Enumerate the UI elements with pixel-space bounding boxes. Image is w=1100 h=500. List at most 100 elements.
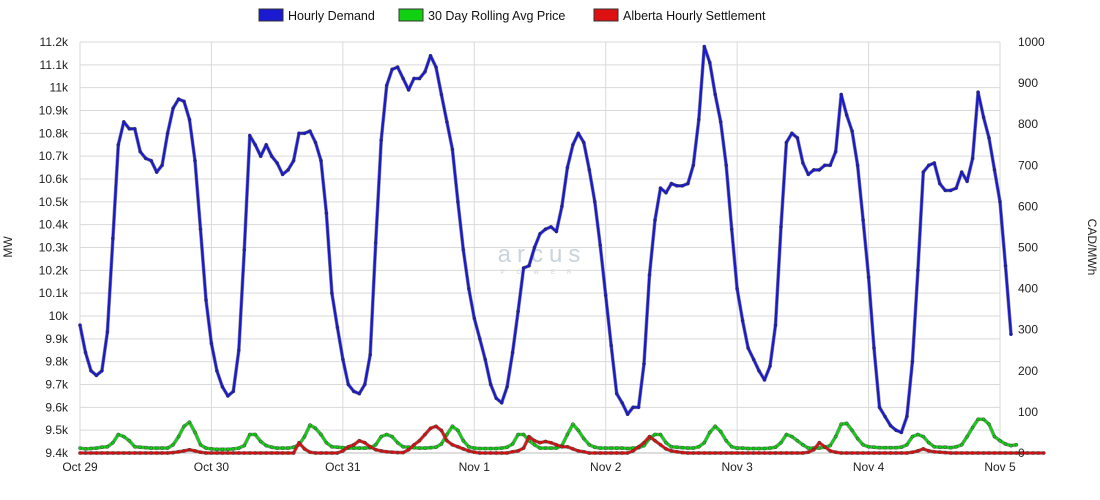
data-point[interactable] (565, 444, 570, 449)
data-point[interactable] (116, 432, 121, 437)
data-point[interactable] (724, 163, 729, 168)
data-point[interactable] (379, 449, 384, 453)
data-point[interactable] (434, 424, 438, 429)
data-point[interactable] (543, 227, 548, 231)
data-point[interactable] (94, 451, 99, 455)
data-point[interactable] (499, 446, 504, 450)
data-point[interactable] (258, 439, 263, 444)
data-point[interactable] (609, 446, 614, 450)
data-point[interactable] (182, 99, 186, 104)
data-point[interactable] (844, 113, 849, 117)
data-point[interactable] (899, 445, 904, 450)
data-point[interactable] (593, 451, 597, 455)
data-point[interactable] (713, 451, 718, 455)
data-point[interactable] (434, 65, 438, 69)
legend[interactable]: Hourly Demand 30 Day Rolling Avg Price Alb… (258, 8, 766, 23)
data-point[interactable] (959, 442, 964, 447)
data-point[interactable] (527, 434, 531, 439)
data-point[interactable] (877, 451, 882, 455)
data-point[interactable] (801, 161, 805, 165)
data-point[interactable] (560, 444, 564, 449)
data-point[interactable] (127, 438, 132, 443)
data-point[interactable] (718, 120, 723, 124)
data-point[interactable] (264, 451, 269, 455)
legend-item-alberta-hourly-settlement[interactable]: Alberta Hourly Settlement (593, 8, 766, 23)
data-point[interactable] (215, 447, 219, 452)
data-point[interactable] (735, 451, 739, 455)
data-point[interactable] (965, 451, 969, 455)
data-point[interactable] (839, 451, 844, 455)
data-point[interactable] (910, 434, 915, 439)
data-point[interactable] (1014, 442, 1019, 447)
data-point[interactable] (647, 273, 652, 277)
data-point[interactable] (220, 451, 225, 455)
data-point[interactable] (576, 449, 581, 453)
data-point[interactable] (795, 451, 800, 455)
data-point[interactable] (697, 117, 701, 122)
data-point[interactable] (823, 163, 827, 168)
data-point[interactable] (894, 451, 898, 455)
series-30-day-rolling-avg-price[interactable] (78, 417, 1019, 452)
data-point[interactable] (658, 432, 663, 437)
data-point[interactable] (330, 444, 334, 449)
data-point[interactable] (538, 231, 542, 236)
data-point[interactable] (680, 450, 685, 455)
data-point[interactable] (877, 405, 882, 410)
data-point[interactable] (571, 142, 575, 147)
data-point[interactable] (149, 158, 153, 163)
data-point[interactable] (236, 451, 241, 455)
data-point[interactable] (806, 446, 811, 450)
data-point[interactable] (466, 444, 471, 449)
data-point[interactable] (790, 434, 794, 439)
data-point[interactable] (384, 432, 389, 437)
data-point[interactable] (362, 446, 367, 450)
data-point[interactable] (127, 451, 132, 455)
data-point[interactable] (609, 451, 614, 455)
data-point[interactable] (226, 394, 230, 398)
data-point[interactable] (390, 450, 394, 455)
data-point[interactable] (598, 451, 603, 455)
data-point[interactable] (631, 405, 635, 410)
data-point[interactable] (280, 172, 285, 177)
data-point[interactable] (981, 417, 986, 422)
data-point[interactable] (582, 436, 586, 441)
data-point[interactable] (417, 438, 422, 443)
data-point[interactable] (757, 368, 761, 373)
data-point[interactable] (735, 446, 739, 450)
data-point[interactable] (773, 323, 778, 327)
data-point[interactable] (209, 447, 214, 451)
data-point[interactable] (784, 140, 789, 145)
data-point[interactable] (494, 451, 499, 455)
data-point[interactable] (943, 450, 948, 455)
data-point[interactable] (948, 188, 953, 193)
data-point[interactable] (160, 446, 164, 450)
data-point[interactable] (116, 142, 121, 147)
data-point[interactable] (724, 451, 729, 455)
data-point[interactable] (477, 336, 482, 341)
data-point[interactable] (341, 449, 345, 453)
data-point[interactable] (614, 451, 619, 455)
data-point[interactable] (943, 445, 948, 450)
data-point[interactable] (143, 445, 148, 450)
data-point[interactable] (959, 451, 964, 455)
data-point[interactable] (959, 170, 964, 174)
data-point[interactable] (275, 161, 279, 165)
series-alberta-hourly-settlement[interactable] (78, 424, 1046, 455)
data-point[interactable] (883, 445, 887, 450)
data-point[interactable] (740, 451, 745, 455)
data-point[interactable] (839, 422, 844, 427)
data-point[interactable] (976, 417, 980, 422)
data-point[interactable] (921, 170, 926, 174)
data-point[interactable] (324, 451, 329, 455)
data-point[interactable] (269, 154, 274, 158)
data-point[interactable] (877, 445, 882, 450)
data-point[interactable] (833, 149, 838, 154)
data-point[interactable] (330, 291, 334, 296)
data-point[interactable] (357, 438, 362, 443)
data-point[interactable] (182, 424, 186, 429)
data-point[interactable] (516, 309, 520, 314)
data-point[interactable] (686, 446, 690, 450)
data-point[interactable] (718, 451, 723, 455)
data-point[interactable] (642, 440, 646, 445)
data-point[interactable] (428, 53, 433, 58)
